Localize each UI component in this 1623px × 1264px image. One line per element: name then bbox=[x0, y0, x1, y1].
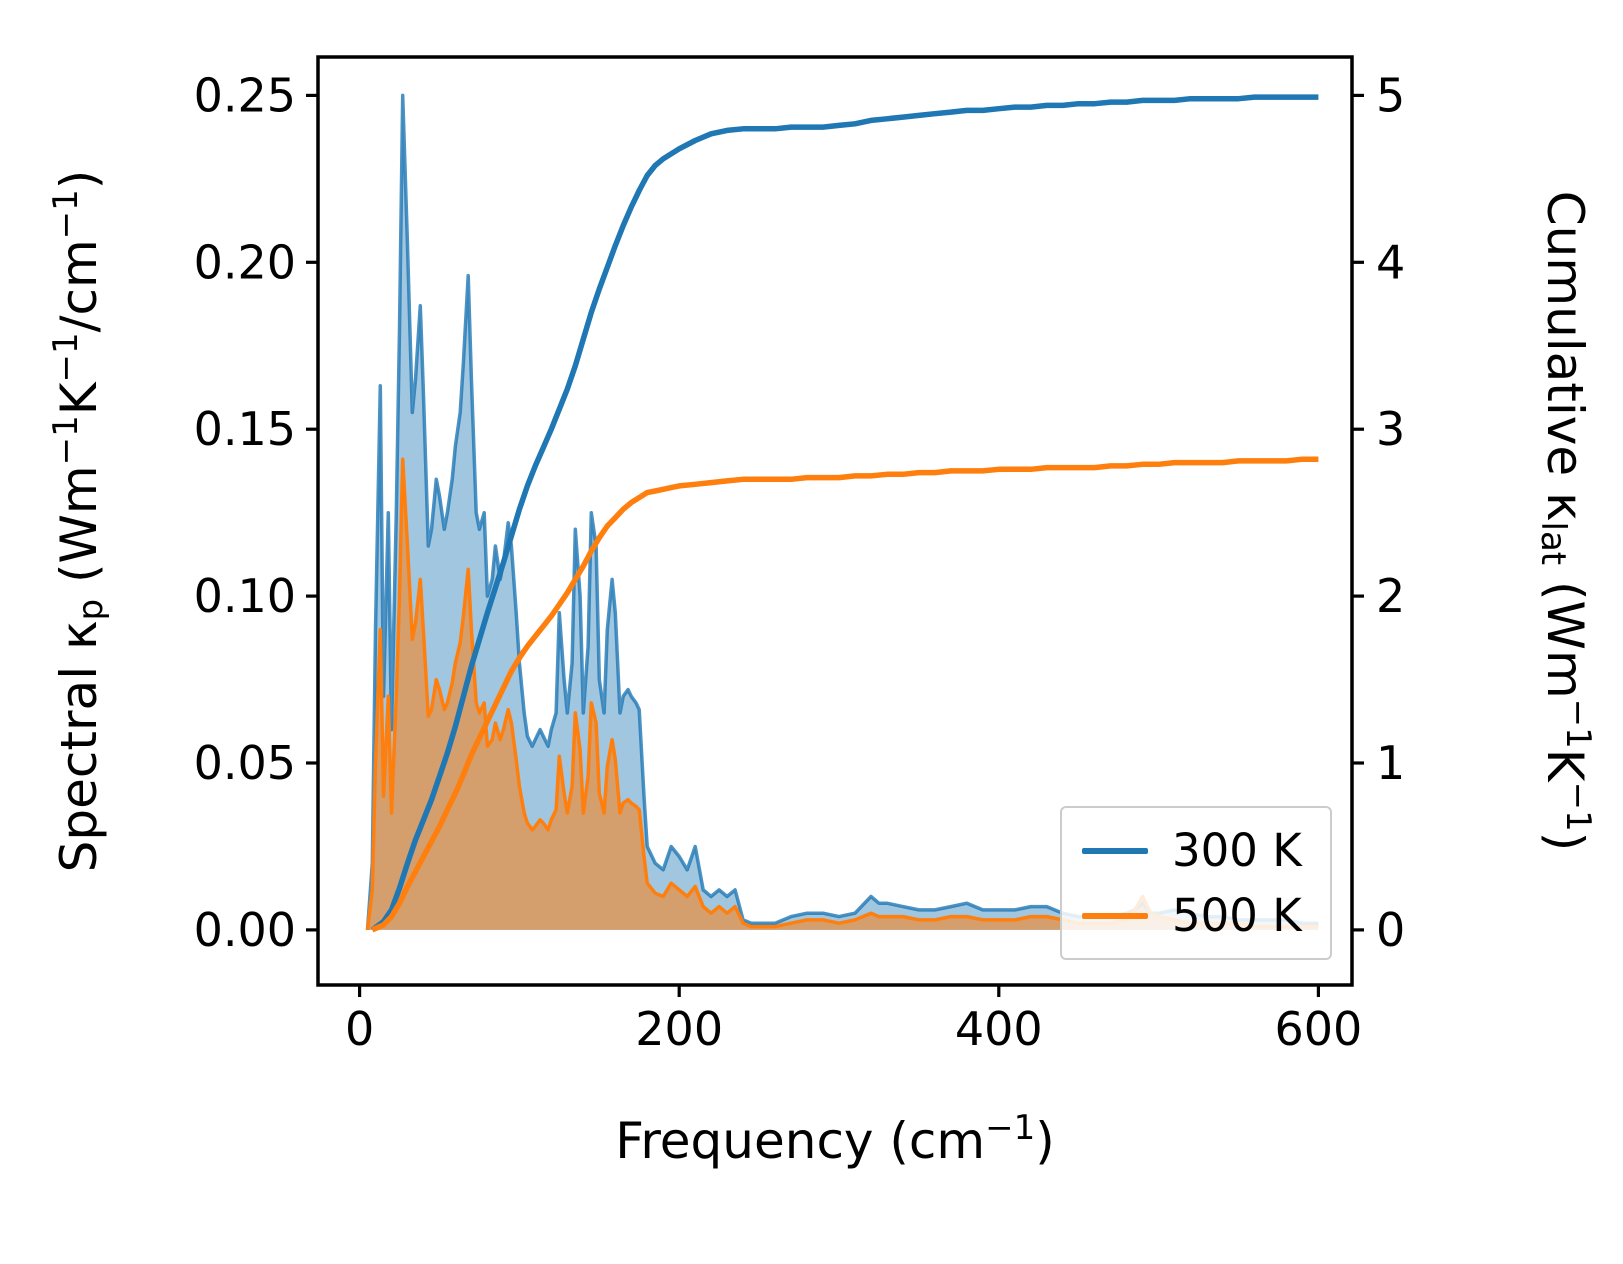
y-left-tick-label: 0.20 bbox=[194, 235, 296, 289]
spectral-area-300k bbox=[367, 95, 1319, 930]
plot-frame bbox=[316, 55, 1354, 987]
y-left-tick-label: 0.25 bbox=[194, 68, 296, 122]
x-tick-label: 600 bbox=[1274, 1002, 1362, 1056]
x-axis-label: Frequency (cm−1) bbox=[615, 1108, 1055, 1170]
y-left-tick-label: 0.00 bbox=[194, 903, 296, 957]
legend-label-300k: 300 K bbox=[1172, 824, 1302, 877]
legend: 300 K 500 K bbox=[1060, 806, 1332, 960]
y-right-tick-label: 3 bbox=[1376, 402, 1405, 456]
spectral-line-300k bbox=[365, 93, 1319, 931]
legend-item-500k: 500 K bbox=[1082, 893, 1330, 938]
y-left-tick-label: 0.05 bbox=[194, 736, 296, 790]
y-axis-label-left: Spectral κp (Wm−1K−1/cm−1) bbox=[46, 170, 111, 873]
x-tick-label: 200 bbox=[635, 1002, 723, 1056]
y-right-tick-label: 4 bbox=[1376, 235, 1405, 289]
cumulative-line-500k bbox=[371, 456, 1319, 933]
legend-item-300k: 300 K bbox=[1082, 828, 1330, 873]
y-axis-left: 0.00 0.05 0.10 0.15 0.20 0.25 bbox=[194, 68, 318, 957]
spectral-line-500k bbox=[365, 457, 1319, 931]
x-tick-label: 400 bbox=[955, 1002, 1043, 1056]
y-left-tick-label: 0.10 bbox=[194, 569, 296, 623]
y-axis-right: 0 1 2 3 4 5 bbox=[1352, 68, 1405, 957]
y-right-tick-label: 0 bbox=[1376, 903, 1405, 957]
y-right-tick-label: 5 bbox=[1376, 68, 1405, 122]
y-left-tick-label: 0.15 bbox=[194, 402, 296, 456]
cumulative-line-300k bbox=[370, 94, 1319, 933]
x-axis: 0 200 400 600 bbox=[345, 985, 1362, 1056]
legend-label-500k: 500 K bbox=[1172, 889, 1302, 942]
y-axis-label-right: Cumulative κlat (Wm−1K−1) bbox=[1533, 191, 1598, 851]
y-right-tick-label: 2 bbox=[1376, 569, 1405, 623]
legend-line-sample-500k bbox=[1082, 912, 1148, 919]
y-right-tick-label: 1 bbox=[1376, 736, 1405, 790]
x-tick-label: 0 bbox=[345, 1002, 374, 1056]
legend-line-sample-300k bbox=[1082, 847, 1148, 854]
